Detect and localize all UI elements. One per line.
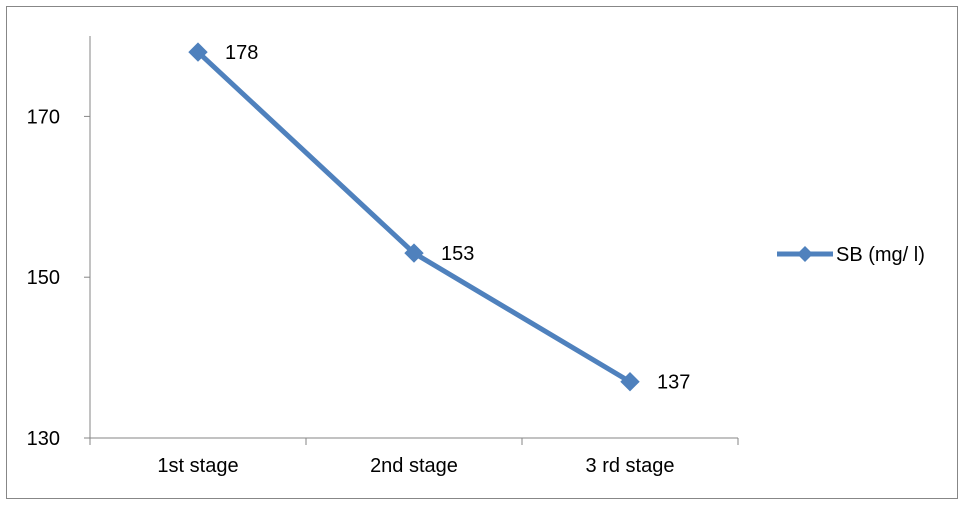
plot-series: 178 153 137	[188, 42, 690, 394]
y-tick-label: 170	[27, 106, 60, 128]
x-tick-label: 2nd stage	[370, 455, 458, 477]
legend: SB (mg/ l)	[777, 244, 925, 266]
legend-marker	[797, 246, 813, 262]
y-tick-label: 130	[27, 428, 60, 450]
legend-label: SB (mg/ l)	[836, 244, 925, 266]
y-axis-ticks: 130 150 170	[27, 106, 90, 450]
series-line	[195, 49, 633, 385]
data-point-marker	[188, 42, 208, 62]
x-tick-label: 1st stage	[157, 455, 238, 477]
x-axis-ticks: 1st stage 2nd stage 3 rd stage	[89, 438, 739, 477]
data-label: 153	[441, 243, 474, 265]
data-point-marker	[404, 243, 424, 263]
axes	[89, 36, 738, 439]
data-label: 137	[657, 372, 690, 394]
data-label: 178	[225, 42, 258, 64]
x-tick-label: 3 rd stage	[586, 455, 675, 477]
data-point-marker	[620, 372, 640, 392]
y-tick-label: 150	[27, 267, 60, 289]
